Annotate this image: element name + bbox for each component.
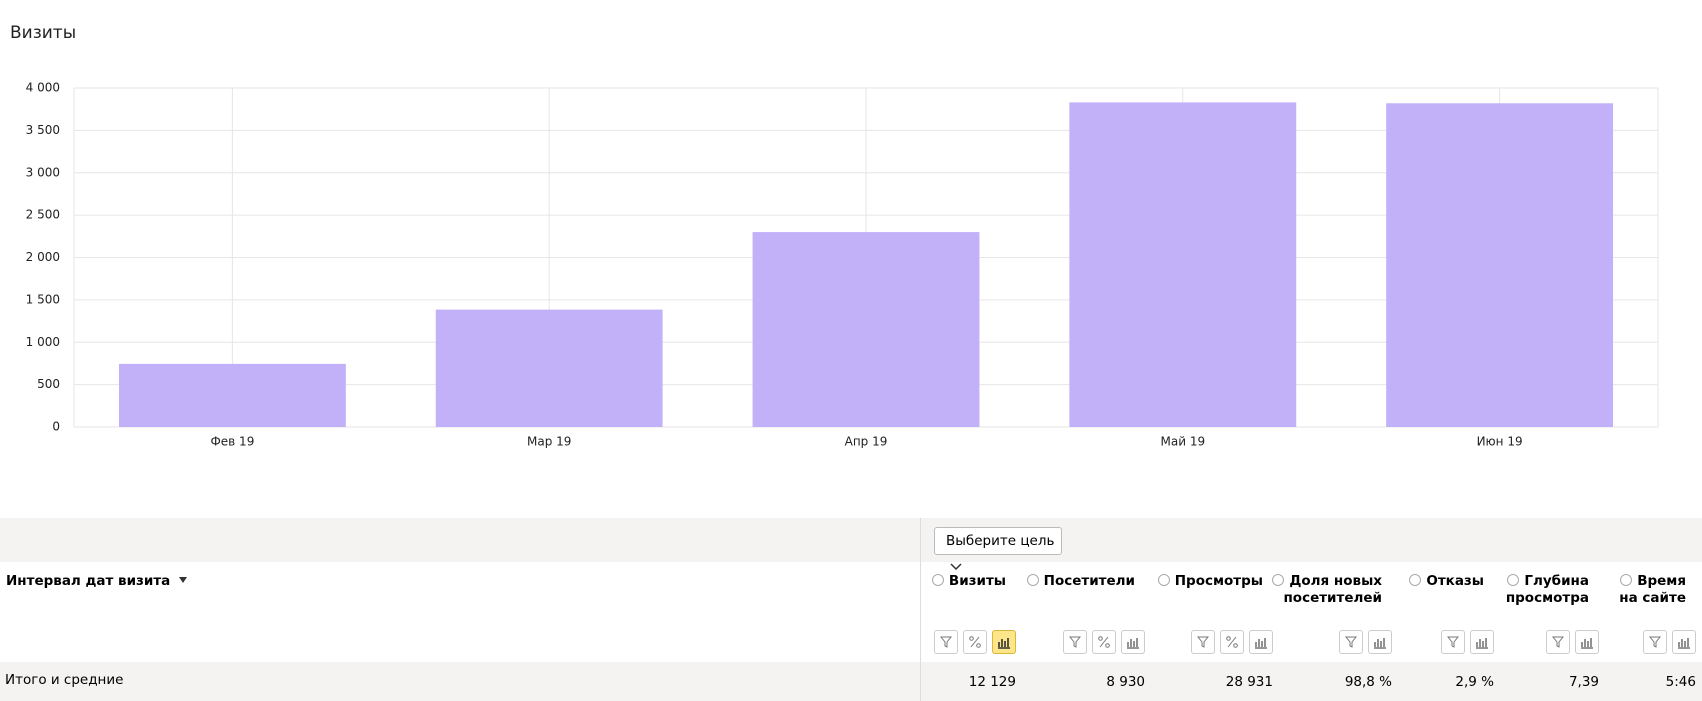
tool-icon [1648,636,1662,648]
column-tool[interactable] [934,630,958,654]
x-tick-label: Май 19 [1161,435,1206,449]
total-value: 8 930 [1106,674,1145,690]
dimension-header-text: Интервал дат визита [6,573,171,589]
bar [752,232,980,427]
column-header-text: Посетители [1043,573,1135,589]
toolbar [0,518,1702,562]
column-header[interactable]: Время на сайте [1616,573,1686,607]
x-tick-label: Фев 19 [210,435,254,449]
goal-button[interactable]: Выберите цель [934,527,1062,571]
chart-title: Визиты [10,23,76,43]
column-header[interactable]: Отказы [1404,573,1484,590]
y-tick-label: 1 000 [26,335,60,349]
column-header-text: Время на сайте [1619,573,1686,606]
chevron [950,563,962,571]
x-tick-label: Апр 19 [845,435,888,449]
column-header[interactable]: Глубина просмотра [1499,573,1589,607]
tool-icon [1476,638,1488,649]
help-icon[interactable] [1620,574,1633,586]
chart: Визиты 0 500 1 000 1 500 2 000 2 500 3 000 3 50… [10,23,1659,449]
column-header-text: Отказы [1426,573,1484,589]
column-tool[interactable] [1368,630,1392,654]
column-tool[interactable] [1121,630,1145,654]
column-tool[interactable] [1092,630,1116,654]
sort-arrow [179,577,188,583]
tool-icon [1068,636,1082,648]
bar [1386,103,1614,427]
help-icon[interactable] [1409,574,1422,586]
total-value: 12 129 [968,674,1016,690]
help-icon[interactable] [1157,574,1170,586]
y-tick-label: 4 000 [26,81,60,95]
y-tick-label: 1 500 [26,292,60,306]
column-tool[interactable] [1643,630,1667,654]
y-tick-label: 500 [37,377,60,391]
column-tool[interactable] [1672,630,1696,654]
x-tick-label: Июн 19 [1477,435,1523,449]
tool-icon [969,636,981,648]
tool-icon [998,638,1010,649]
total-value: 2,9 % [1455,674,1494,690]
tool-icon [1374,638,1386,649]
column-tool[interactable] [1441,630,1465,654]
help-icon[interactable] [1507,574,1520,586]
tool-icon [1098,636,1110,648]
column-header-text: Глубина просмотра [1505,573,1589,606]
total-value: 28 931 [1225,674,1273,690]
column-header-text: Просмотры [1174,573,1263,589]
column-tool[interactable] [1191,630,1215,654]
y-tick-label: 3 000 [26,165,60,179]
help-icon[interactable] [1272,574,1285,586]
tool-icon [1446,636,1460,648]
column-tool[interactable] [1339,630,1363,654]
column-tool[interactable] [963,630,987,654]
column-header-text: Визиты [948,573,1006,589]
tool-icon [1344,636,1358,648]
tool-icon [1255,638,1267,649]
column-tool[interactable] [1575,630,1599,654]
tool-icon [939,636,953,648]
column-header[interactable]: Визиты [926,573,1006,590]
tool-icon [1551,636,1565,648]
tool-icon [1196,636,1210,648]
y-tick-label: 2 000 [26,250,60,264]
column-tool[interactable] [992,630,1016,654]
help-icon[interactable] [931,574,944,586]
totals-row [0,662,1702,701]
tool-icon [1581,638,1593,649]
goal-button-text: Выберите цель [946,533,1055,549]
column-header[interactable]: Посетители [1025,573,1135,590]
tool-icon [1226,636,1238,648]
divider [920,518,921,701]
dimension-header[interactable]: Интервал дат визита [6,573,190,590]
column-tool[interactable] [1470,630,1494,654]
bar [1069,102,1297,427]
y-tick-label: 2 500 [26,208,60,222]
column-tool[interactable] [1249,630,1273,654]
y-tick-label: 3 500 [26,123,60,137]
help-icon[interactable] [1026,574,1039,586]
bar [435,309,663,427]
column-tool[interactable] [1063,630,1087,654]
y-tick-label: 0 [52,420,60,434]
column-header-text: Доля новых посетителей [1283,573,1382,606]
total-value: 98,8 % [1344,674,1392,690]
tool-icon [1678,638,1690,649]
tool-icon [1127,638,1139,649]
total-label: Итого и средние [5,672,124,688]
x-tick-label: Мар 19 [527,435,571,449]
total-value: 5:46 [1665,674,1696,690]
column-header[interactable]: Просмотры [1153,573,1263,590]
bar [118,363,346,427]
column-header[interactable]: Доля новых посетителей [1272,573,1382,607]
column-tool[interactable] [1220,630,1244,654]
total-value: 7,39 [1568,674,1599,690]
column-tool[interactable] [1546,630,1570,654]
